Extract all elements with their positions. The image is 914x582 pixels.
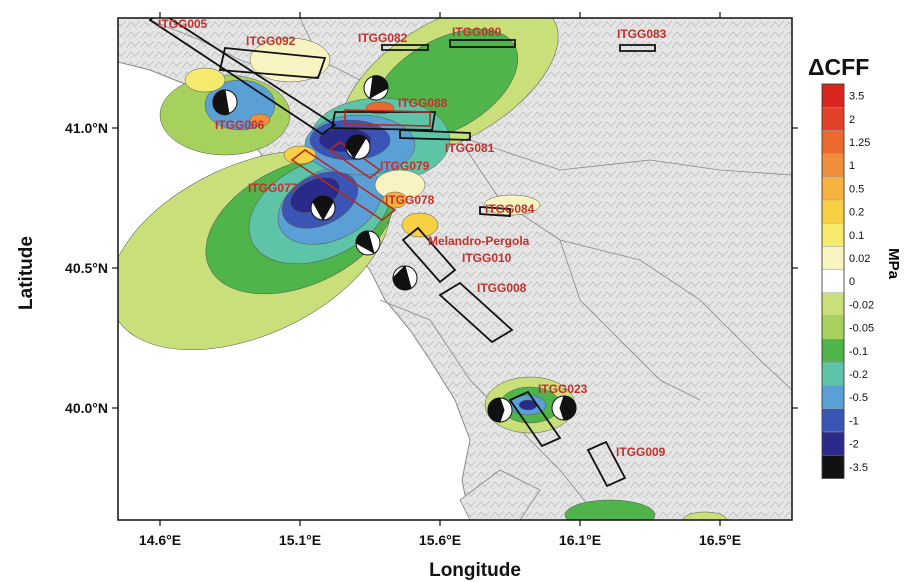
colorbar-swatch xyxy=(821,269,845,294)
fault-label: ITGG010 xyxy=(462,251,512,265)
y-axis-title: Latitude xyxy=(16,236,37,310)
colorbar-swatch xyxy=(821,362,845,386)
fault-label: ITGG083 xyxy=(617,27,667,41)
southern-land xyxy=(459,469,541,520)
colorbar-swatch xyxy=(821,176,845,201)
colorbar: 3.5 2 1.25 1 0.5 0.2 0.1 0.02 0 -0.02 -0.05 -0.1 -0.… xyxy=(821,83,874,479)
fault-label: ITGG081 xyxy=(445,141,495,155)
colorbar-level-label: 2 xyxy=(849,114,855,126)
colorbar-title: ΔCFF xyxy=(808,54,870,80)
colorbar-swatch xyxy=(821,408,845,433)
fault-label: ITGG088 xyxy=(398,96,448,110)
colorbar-border xyxy=(821,83,845,479)
colorbar-level-label: 3.5 xyxy=(849,91,864,103)
colorbar-swatch xyxy=(821,339,845,363)
fault-label: ITGG009 xyxy=(616,445,666,459)
colorbar-level-label: 0.5 xyxy=(849,183,864,195)
colorbar-swatch xyxy=(821,455,845,479)
fault-label: ITGG082 xyxy=(358,31,408,45)
x-axis-title: Longitude xyxy=(429,560,521,581)
colorbar-level-label: 0.1 xyxy=(849,230,864,242)
lon-tick-label: 15.1°E xyxy=(279,532,321,548)
colorbar-level-label: 0 xyxy=(849,276,855,288)
colorbar-level-label: -1 xyxy=(849,415,859,427)
colorbar-swatch xyxy=(821,153,845,178)
fault-label: ITGG006 xyxy=(215,118,265,132)
lon-tick-label: 16.1°E xyxy=(559,532,601,548)
colorbar-unit: MPa xyxy=(884,248,902,279)
colorbar-level-label: 1 xyxy=(849,160,855,172)
colorbar-level-label: -0.5 xyxy=(849,392,868,404)
fault-label: Melandro-Pergola xyxy=(428,234,530,248)
fault-label: ITGG079 xyxy=(380,159,430,173)
colorbar-level-label: 0.02 xyxy=(849,253,870,265)
fault-label: ITGG005 xyxy=(158,17,208,31)
fault-label: ITGG078 xyxy=(385,193,435,207)
colorbar-swatch xyxy=(821,246,845,270)
colorbar-swatch xyxy=(821,83,845,108)
colorbar-swatch xyxy=(821,315,845,340)
colorbar-swatch xyxy=(821,222,845,247)
fault-labels: ITGG005 ITGG092 ITGG082 ITGG080 ITGG083 … xyxy=(158,17,667,459)
colorbar-swatch xyxy=(821,292,845,317)
lat-tick-label: 41.0°N xyxy=(65,120,108,136)
colorbar-swatch xyxy=(821,385,845,410)
focal-mechanisms xyxy=(212,75,577,423)
lon-tick-label: 15.6°E xyxy=(419,532,461,548)
colorbar-level-label: -0.05 xyxy=(849,323,874,335)
colorbar-level-label: -0.02 xyxy=(849,299,874,311)
colorbar-swatch xyxy=(821,431,845,456)
colorbar-level-label: 0.2 xyxy=(849,207,864,219)
colorbar-swatch xyxy=(821,106,845,131)
colorbar-level-label: 1.25 xyxy=(849,137,870,149)
colorbar-swatch xyxy=(821,199,845,224)
map-border xyxy=(117,17,793,521)
lat-tick-label: 40.5°N xyxy=(65,260,108,276)
fault-label: ITGG080 xyxy=(452,25,502,39)
fault-label: ITGG077 xyxy=(248,181,298,195)
axis-ticks xyxy=(112,12,798,526)
rupture-outlines xyxy=(290,109,431,221)
colorbar-level-label: -0.2 xyxy=(849,369,868,381)
fault-label: ITGG008 xyxy=(477,281,527,295)
fault-label: ITGG092 xyxy=(246,34,296,48)
fault-outlines xyxy=(148,18,656,488)
colorbar-level-label: -2 xyxy=(849,439,859,451)
fault-label: ITGG023 xyxy=(538,382,588,396)
lat-tick-label: 40.0°N xyxy=(65,400,108,416)
fault-label: ITGG084 xyxy=(485,202,535,216)
lon-tick-label: 14.6°E xyxy=(139,532,181,548)
colorbar-level-label: -3.5 xyxy=(849,462,868,474)
lon-tick-label: 16.5°E xyxy=(699,532,741,548)
colorbar-swatch xyxy=(821,130,845,154)
colorbar-level-label: -0.1 xyxy=(849,346,868,358)
